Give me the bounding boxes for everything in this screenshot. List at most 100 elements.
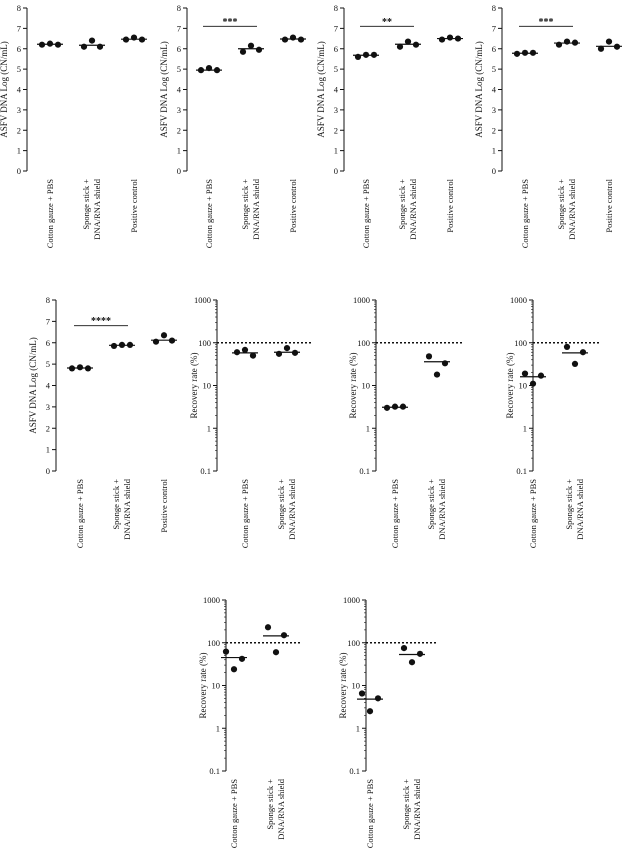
x-category-label-line: DNA/RNA shield [437,478,447,539]
y-axis-label: Recovery rate (%) [198,653,208,719]
y-axis-label: ASFV DNA Log (CN/mL) [316,41,326,138]
data-point [291,349,299,356]
y-tick-label: 2 [46,423,50,433]
y-tick-label: 10 [352,681,361,691]
data-point [438,36,446,43]
x-category-label: Cotton gauze + PBS [240,479,250,549]
data-point [374,695,382,702]
x-category-label: Positive control [129,178,139,232]
chart-panel-g: 0.1 1 10 100 1000 Recovery rate (%) Cotton gau… [348,295,462,548]
y-tick-label: 0 [177,166,181,176]
x-category-label-line: DNA/RNA shield [251,178,261,239]
y-tick-label: 10 [203,381,212,391]
x-category-label-line: DNA/RNA shield [122,478,132,539]
y-tick-label: 1 [216,723,220,733]
x-category-label-line: Sponge stick + [564,479,574,530]
y-tick-label: 10 [362,381,371,391]
significance-label: *** [539,17,554,28]
data-point [358,690,366,697]
y-tick-label: 1000 [343,595,360,605]
y-tick-label: 3 [17,105,21,115]
x-category-label: Positive control [288,178,298,232]
y-tick-label: 6 [334,44,338,54]
y-tick-label: 0.1 [200,466,211,476]
y-tick-label: 100 [198,338,211,348]
x-category-label-line: Sponge stick + [111,479,121,530]
y-tick-label: 5 [177,64,181,74]
y-tick-label: 1 [523,423,527,433]
x-category-label-line: Sponge stick + [276,479,286,530]
y-tick-label: 7 [492,23,496,33]
x-category-label: Cotton gauze + PBS [75,479,85,549]
data-point [233,349,241,356]
data-point [383,404,391,411]
x-category-label: Sponge stick +DNA/RNA shield [276,478,297,539]
chart-panel-j: 0.1 1 10 100 1000 Recovery rate (%) Cotton gau… [338,595,437,848]
data-point [272,649,280,656]
x-category-label: Cotton gauze + PBS [365,779,375,849]
data-point [88,37,96,44]
x-category-label-line: Sponge stick + [81,179,91,230]
y-tick-label: 0 [334,166,338,176]
x-category-label: Positive control [445,178,455,232]
y-tick-label: 0 [17,166,21,176]
y-tick-label: 4 [334,85,339,95]
x-category-label: Cotton gauze + PBS [390,479,400,549]
data-point [396,43,404,50]
x-category-label: Sponge stick +DNA/RNA shield [564,478,585,539]
data-point [280,632,288,639]
data-point [579,349,587,356]
x-category-label-line: DNA/RNA shield [276,778,286,839]
y-axis-label: ASFV DNA Log (CN/mL) [159,41,169,138]
y-tick-label: 7 [46,316,50,326]
y-tick-label: 1000 [203,595,220,605]
x-category-label: Sponge stick +DNA/RNA shield [111,478,132,539]
chart-panel-c: 0 1 2 3 4 5 6 7 8 ASFV DNA Log (CN/mL) ** Cotton ga… [316,3,463,248]
data-point [513,50,521,57]
chart-panel-e: 0 1 2 3 4 5 6 7 8 ASFV DNA Log (CN/mL) **** Cotton … [28,295,177,548]
y-axis-label: Recovery rate (%) [189,353,199,419]
y-tick-label: 2 [17,125,21,135]
y-tick-label: 4 [177,85,182,95]
data-point [283,344,291,352]
y-tick-label: 10 [519,381,528,391]
x-category-label-line: Sponge stick + [240,179,250,230]
y-tick-label: 5 [334,64,338,74]
x-category-label: Cotton gauze + PBS [520,179,530,249]
data-point [238,655,246,662]
x-category-label: Sponge stick +DNA/RNA shield [426,478,447,539]
y-tick-label: 1 [46,445,50,455]
y-tick-label: 10 [212,681,221,691]
y-tick-label: 5 [46,359,50,369]
y-tick-label: 8 [17,3,21,13]
x-category-label: Cotton gauze + PBS [204,179,214,249]
y-tick-label: 0.1 [359,466,370,476]
y-tick-label: 0 [46,466,50,476]
x-category-label: Sponge stick +DNA/RNA shield [397,178,418,239]
data-point [529,380,537,387]
x-category-label-line: Sponge stick + [556,179,566,230]
data-point [408,659,416,666]
y-tick-label: 1 [366,423,370,433]
y-tick-label: 0.1 [349,766,360,776]
data-point [241,346,249,354]
y-tick-label: 8 [177,3,181,13]
y-tick-label: 100 [357,338,370,348]
chart-panel-f: 0.1 1 10 100 1000 Recovery rate (%) Cotton gau… [189,295,312,548]
data-point [281,36,289,43]
y-tick-label: 0.1 [516,466,527,476]
x-category-label-line: Sponge stick + [401,779,411,830]
data-point [222,648,230,655]
y-tick-label: 8 [492,3,496,13]
y-axis-label: ASFV DNA Log (CN/mL) [0,41,9,138]
chart-panel-d: 0 1 2 3 4 5 6 7 8 ASFV DNA Log (CN/mL) *** Cotton g… [474,3,622,248]
chart-panel-a: 0 1 2 3 4 5 6 7 8 ASFV DNA Log (CN/mL) Cotton gauz… [0,3,147,248]
y-tick-label: 6 [17,44,21,54]
y-tick-label: 6 [492,44,496,54]
x-category-label: Cotton gauze + PBS [528,479,538,549]
x-category-label: Positive control [159,478,169,532]
significance-label: *** [223,17,238,28]
data-point [597,45,605,52]
data-point [366,708,374,715]
y-tick-label: 3 [46,402,50,412]
